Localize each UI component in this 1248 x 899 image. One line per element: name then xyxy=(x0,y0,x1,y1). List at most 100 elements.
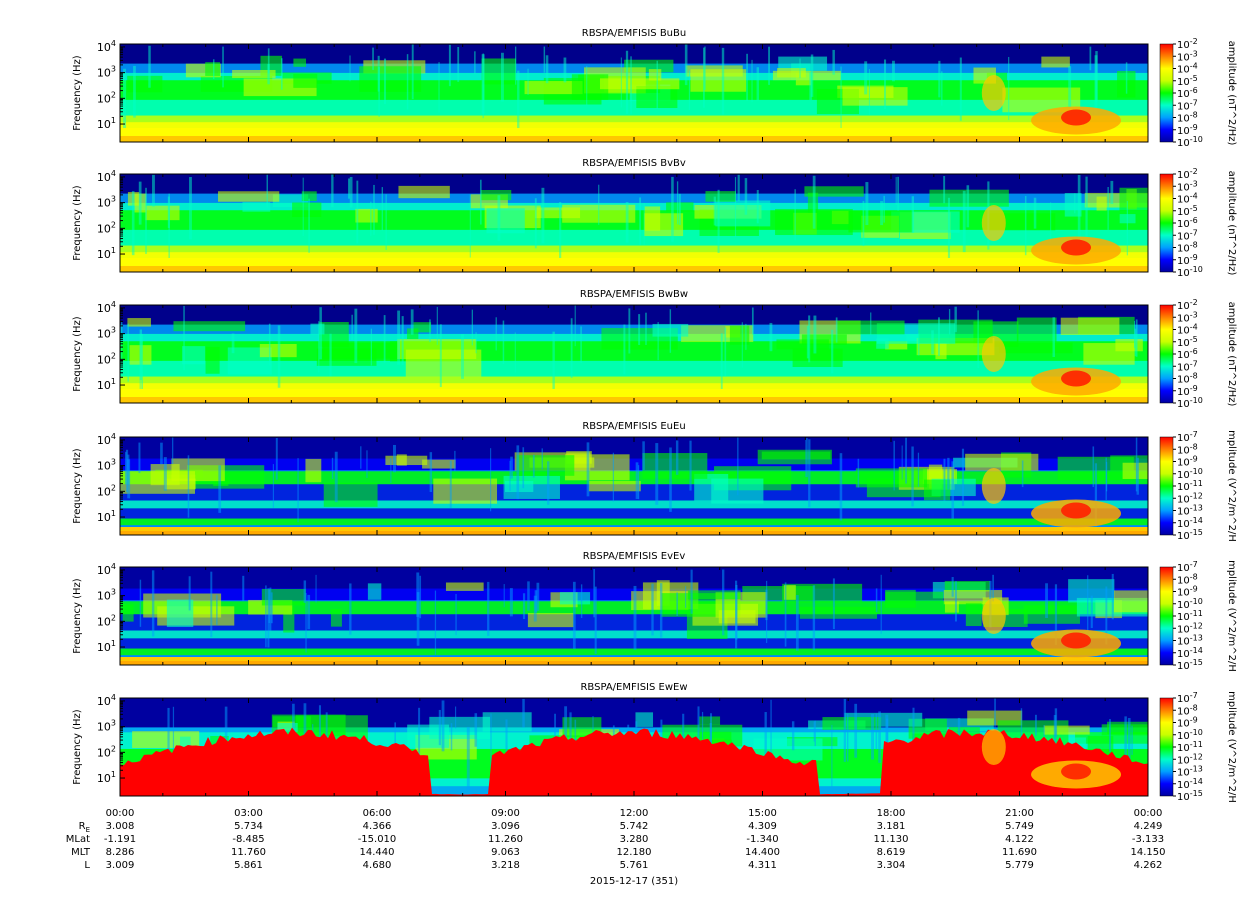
y-tick-label: 104 xyxy=(97,39,116,54)
panel-title: RBSPA/EMFISIS EwEw xyxy=(580,682,687,693)
ephemeris-value: 14.150 xyxy=(1131,847,1166,858)
ephemeris-value: 3.096 xyxy=(491,821,520,832)
colorbar-tick-label: 10-9 xyxy=(1177,455,1198,469)
y-tick-label: 104 xyxy=(97,300,116,315)
panel-title: RBSPA/EMFISIS EuEu xyxy=(582,421,685,432)
x-tick-label: 15:00 xyxy=(748,808,777,819)
y-axis-label: Frequency (Hz) xyxy=(72,316,83,392)
colorbar-tick-label: 10-11 xyxy=(1177,479,1203,493)
colorbar: 10-210-310-410-510-610-710-810-910-10 amp… xyxy=(1159,167,1237,279)
colorbar-tick-label: 10-13 xyxy=(1177,504,1203,518)
colorbar-tick-label: 10-14 xyxy=(1177,777,1203,791)
y-tick-label: 103 xyxy=(97,65,116,80)
colorbar-tick-label: 10-8 xyxy=(1177,241,1198,255)
ephemeris-value: 5.742 xyxy=(620,821,649,832)
y-tick-label: 101 xyxy=(97,377,116,392)
colorbar-label: mplitude (V^2/m^2/H xyxy=(1226,691,1237,803)
colorbar-tick-label: 10-10 xyxy=(1177,728,1203,742)
ephemeris-value: 14.440 xyxy=(360,847,395,858)
y-axis-label: Frequency (Hz) xyxy=(72,448,83,524)
y-tick-label: 101 xyxy=(97,116,116,131)
ephemeris-value: 4.309 xyxy=(748,821,777,832)
ephemeris-value: -15.010 xyxy=(358,834,397,845)
panel-3: RBSPA/EMFISIS BwBw Frequency (Hz) 104 103 10… xyxy=(72,289,1237,410)
ephemeris-value: -8.485 xyxy=(232,834,264,845)
colorbar-tick-label: 10-11 xyxy=(1177,740,1203,754)
colorbar-tick-label: 10-14 xyxy=(1177,646,1203,660)
colorbar-tick-label: 10-7 xyxy=(1177,691,1198,705)
colorbar: 10-210-310-410-510-610-710-810-910-10 amp… xyxy=(1159,37,1237,149)
colorbar-tick-label: 10-7 xyxy=(1177,430,1198,444)
colorbar-tick-label: 10-6 xyxy=(1177,347,1198,361)
colorbar: 10-210-310-410-510-610-710-810-910-10 amp… xyxy=(1159,298,1237,410)
x-tick-label: 18:00 xyxy=(877,808,906,819)
ephemeris-value: 3.009 xyxy=(106,860,135,871)
colorbar-tick-label: 10-10 xyxy=(1177,597,1203,611)
colorbar-tick-label: 10-5 xyxy=(1177,335,1198,349)
ephemeris-value: 3.218 xyxy=(491,860,520,871)
colorbar-label: mplitude (V^2/m^2/H xyxy=(1226,430,1237,542)
colorbar-label: amplitude (nT^2/Hz) xyxy=(1226,171,1237,276)
colorbar-tick-label: 10-4 xyxy=(1177,62,1198,76)
colorbar-tick-label: 10-15 xyxy=(1177,789,1203,803)
y-tick-label: 101 xyxy=(97,509,116,524)
spectrogram-panels: RBSPA/EMFISIS BuBu Frequency (Hz) 104 103 10… xyxy=(72,28,1237,803)
ephemeris-value: -3.133 xyxy=(1132,834,1164,845)
y-tick-label: 104 xyxy=(97,169,116,184)
colorbar-tick-label: 10-7 xyxy=(1177,98,1198,112)
y-tick-label: 101 xyxy=(97,246,116,261)
colorbar-tick-label: 10-7 xyxy=(1177,359,1198,373)
ephemeris-row-label: MLat xyxy=(66,834,90,845)
y-tick-label: 103 xyxy=(97,588,116,603)
colorbar-tick-label: 10-8 xyxy=(1177,442,1198,456)
colorbar-tick-label: 10-9 xyxy=(1177,585,1198,599)
y-tick-label: 102 xyxy=(97,351,116,366)
ephemeris-row-label: MLT xyxy=(71,847,91,858)
ephemeris-value: 11.690 xyxy=(1002,847,1037,858)
x-tick-label: 00:00 xyxy=(1134,808,1163,819)
colorbar-tick-label: 10-2 xyxy=(1177,167,1198,181)
ephemeris-row-label: L xyxy=(84,860,90,871)
x-tick-label: 03:00 xyxy=(234,808,263,819)
colorbar-tick-label: 10-8 xyxy=(1177,572,1198,586)
colorbar-tick-label: 10-13 xyxy=(1177,765,1203,779)
colorbar-tick-label: 10-9 xyxy=(1177,716,1198,730)
y-tick-label: 103 xyxy=(97,195,116,210)
colorbar-tick-label: 10-15 xyxy=(1177,528,1203,542)
y-axis-label: Frequency (Hz) xyxy=(72,55,83,131)
colorbar: 10-710-810-910-1010-1110-1210-1310-1410-… xyxy=(1159,560,1237,672)
y-tick-label: 104 xyxy=(97,693,116,708)
y-tick-label: 104 xyxy=(97,562,116,577)
colorbar-label: amplitude (nT^2/Hz) xyxy=(1226,302,1237,407)
colorbar-tick-label: 10-10 xyxy=(1177,135,1203,149)
colorbar-tick-label: 10-12 xyxy=(1177,621,1203,635)
ephemeris-value: 5.861 xyxy=(234,860,263,871)
ephemeris-value: 8.286 xyxy=(106,847,135,858)
colorbar-tick-label: 10-13 xyxy=(1177,634,1203,648)
ephemeris-value: 3.280 xyxy=(620,834,649,845)
x-tick-label: 00:00 xyxy=(106,808,135,819)
x-tick-label: 21:00 xyxy=(1005,808,1034,819)
y-tick-label: 103 xyxy=(97,458,116,473)
ephemeris-value: 4.366 xyxy=(363,821,392,832)
ephemeris-value: 14.400 xyxy=(745,847,780,858)
ephemeris-value: 5.761 xyxy=(620,860,649,871)
colorbar-tick-label: 10-8 xyxy=(1177,372,1198,386)
panel-4: RBSPA/EMFISIS EuEu Frequency (Hz) 104 103 10… xyxy=(72,421,1237,542)
colorbar-tick-label: 10-4 xyxy=(1177,323,1198,337)
colorbar-tick-label: 10-9 xyxy=(1177,384,1198,398)
y-tick-label: 104 xyxy=(97,432,116,447)
x-tick-label: 12:00 xyxy=(620,808,649,819)
colorbar-tick-label: 10-10 xyxy=(1177,265,1203,279)
ephemeris-value: -1.340 xyxy=(746,834,778,845)
colorbar-tick-label: 10-6 xyxy=(1177,216,1198,230)
ephemeris-value: 11.260 xyxy=(488,834,523,845)
y-tick-label: 102 xyxy=(97,613,116,628)
colorbar-tick-label: 10-9 xyxy=(1177,253,1198,267)
panel-title: RBSPA/EMFISIS BvBv xyxy=(582,158,686,169)
y-axis-label: Frequency (Hz) xyxy=(72,185,83,261)
ephemeris-value: 5.734 xyxy=(234,821,263,832)
x-tick-label: 06:00 xyxy=(363,808,392,819)
time-axis: 00:00 03:00 06:00 09:00 12:00 15:00 18:00 21:00… xyxy=(106,808,1163,887)
panel-2: RBSPA/EMFISIS BvBv Frequency (Hz) 104 103 10… xyxy=(72,158,1237,279)
